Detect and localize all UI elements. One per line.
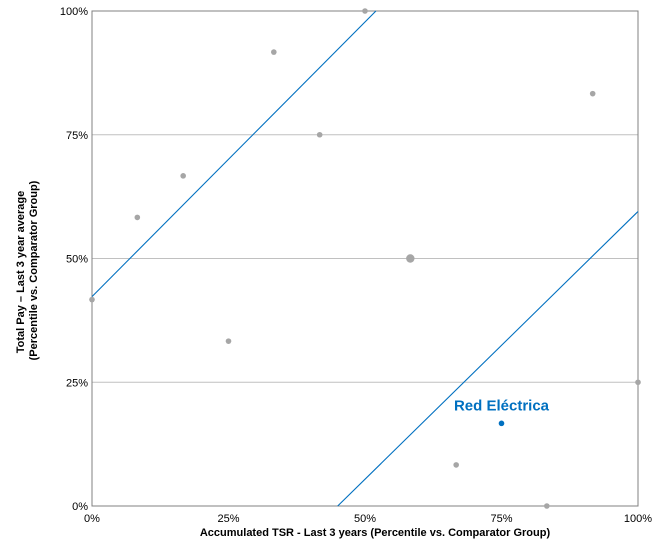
y-tick-label-3: 75% bbox=[66, 130, 88, 142]
peer-point-0-2 bbox=[180, 173, 186, 179]
peer-point-0-4 bbox=[271, 49, 277, 55]
x-tick-label-4: 100% bbox=[624, 513, 652, 525]
highlight-point-1-0 bbox=[499, 421, 505, 427]
y-axis-title-line-2: (Percentile vs. Comparator Group) bbox=[28, 180, 40, 360]
reference-line-2 bbox=[338, 211, 638, 506]
peer-point-0-1 bbox=[135, 215, 141, 221]
y-tick-label-4: 100% bbox=[60, 6, 88, 18]
peer-point-0-0 bbox=[89, 297, 95, 303]
y-axis-title-line-1: Total Pay – Last 3 year average bbox=[15, 191, 27, 353]
x-tick-label-3: 75% bbox=[490, 513, 512, 525]
peer-point-0-11 bbox=[635, 379, 641, 385]
x-tick-label-2: 50% bbox=[354, 513, 376, 525]
y-tick-label-1: 25% bbox=[66, 377, 88, 389]
annotation-label-0: Red Eléctrica bbox=[454, 397, 550, 414]
grid-lines bbox=[92, 135, 638, 383]
peer-point-0-6 bbox=[362, 8, 368, 14]
x-tick-label-1: 25% bbox=[217, 513, 239, 525]
y-tick-labels: 0% 25% 50% 75% 100% bbox=[60, 6, 88, 513]
reference-line-1 bbox=[92, 11, 376, 297]
peer-point-0-9 bbox=[544, 503, 550, 509]
y-axis-title: Total Pay – Last 3 year average (Percent… bbox=[15, 180, 40, 360]
x-tick-labels: 0% 25% 50% 75% 100% bbox=[84, 513, 652, 525]
peer-point-0-10 bbox=[590, 91, 596, 97]
y-tick-label-0: 0% bbox=[72, 501, 88, 513]
x-tick-label-0: 0% bbox=[84, 513, 100, 525]
x-axis-title: Accumulated TSR - Last 3 years (Percenti… bbox=[200, 527, 551, 539]
annotations: Red Eléctrica bbox=[454, 397, 550, 414]
peer-point-0-8 bbox=[453, 462, 459, 468]
peer-point-0-7 bbox=[406, 254, 414, 262]
y-tick-label-2: 50% bbox=[66, 254, 88, 266]
peer-point-0-5 bbox=[317, 132, 323, 138]
peer-point-0-3 bbox=[226, 338, 232, 344]
